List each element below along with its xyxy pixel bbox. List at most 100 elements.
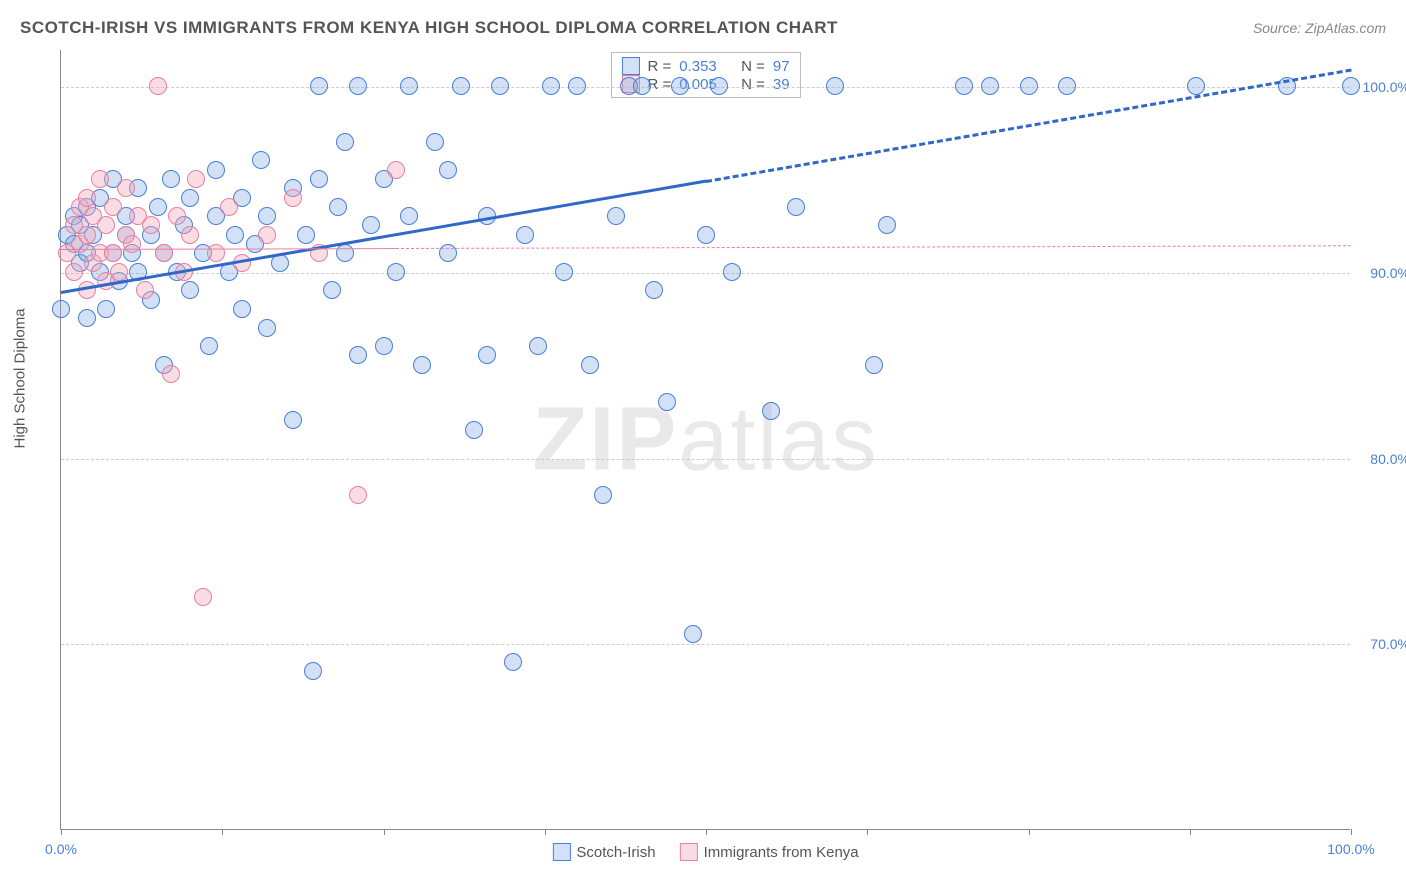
scatter-point <box>110 263 128 281</box>
scatter-point <box>349 346 367 364</box>
scatter-point <box>826 77 844 95</box>
scatter-point <box>284 189 302 207</box>
scatter-point <box>439 161 457 179</box>
scatter-point <box>452 77 470 95</box>
scatter-point <box>65 263 83 281</box>
scatter-point <box>149 77 167 95</box>
scatter-point <box>149 198 167 216</box>
scatter-point <box>465 421 483 439</box>
scatter-point <box>104 198 122 216</box>
x-tick-label: 100.0% <box>1327 841 1374 857</box>
scatter-point <box>252 151 270 169</box>
scatter-point <box>123 235 141 253</box>
scatter-point <box>284 411 302 429</box>
scatter-point <box>207 244 225 262</box>
scatter-point <box>220 198 238 216</box>
stats-r-value-1: 0.353 <box>679 58 717 75</box>
legend-label-1: Scotch-Irish <box>576 844 655 861</box>
scatter-point <box>136 281 154 299</box>
y-tick-label: 100.0% <box>1355 79 1406 95</box>
scatter-point <box>200 337 218 355</box>
scatter-point <box>723 263 741 281</box>
scatter-point <box>400 77 418 95</box>
watermark-light: atlas <box>678 389 878 489</box>
y-axis-label: High School Diploma <box>12 308 29 448</box>
gridline <box>61 459 1350 460</box>
scatter-point <box>865 356 883 374</box>
x-tick <box>1190 829 1191 835</box>
x-tick <box>867 829 868 835</box>
scatter-point <box>78 309 96 327</box>
scatter-point <box>297 226 315 244</box>
scatter-point <box>516 226 534 244</box>
swatch-series1 <box>621 57 639 75</box>
scatter-point <box>97 300 115 318</box>
scatter-point <box>258 226 276 244</box>
scatter-point <box>684 625 702 643</box>
x-tick-label: 0.0% <box>45 841 77 857</box>
x-tick <box>1351 829 1352 835</box>
x-tick <box>706 829 707 835</box>
scatter-point <box>658 393 676 411</box>
scatter-point <box>97 216 115 234</box>
scatter-point <box>258 319 276 337</box>
scatter-point <box>491 77 509 95</box>
y-tick-label: 90.0% <box>1355 265 1406 281</box>
scatter-point <box>187 170 205 188</box>
watermark-bold: ZIP <box>532 389 678 489</box>
legend-item-series1: Scotch-Irish <box>552 843 655 861</box>
scatter-point <box>787 198 805 216</box>
scatter-point <box>710 77 728 95</box>
scatter-point <box>162 170 180 188</box>
legend-label-2: Immigrants from Kenya <box>704 844 859 861</box>
scatter-point <box>181 226 199 244</box>
scatter-point <box>504 653 522 671</box>
scatter-point <box>555 263 573 281</box>
scatter-point <box>104 244 122 262</box>
scatter-point <box>413 356 431 374</box>
source-label: Source: <box>1253 20 1301 36</box>
scatter-point <box>349 486 367 504</box>
scatter-point <box>329 198 347 216</box>
scatter-point <box>633 77 651 95</box>
scatter-point <box>542 77 560 95</box>
scatter-point <box>400 207 418 225</box>
scatter-point <box>1020 77 1038 95</box>
scatter-point <box>762 402 780 420</box>
scatter-point <box>336 133 354 151</box>
gridline <box>61 644 1350 645</box>
chart-title: SCOTCH-IRISH VS IMMIGRANTS FROM KENYA HI… <box>20 18 838 38</box>
scatter-point <box>336 244 354 262</box>
scatter-point <box>387 161 405 179</box>
source-attribution: Source: ZipAtlas.com <box>1253 20 1386 36</box>
scatter-point <box>362 216 380 234</box>
scatter-point <box>310 77 328 95</box>
scatter-point <box>878 216 896 234</box>
stats-r-label: R = <box>647 76 671 93</box>
scatter-point <box>697 226 715 244</box>
scatter-point <box>323 281 341 299</box>
legend: Scotch-Irish Immigrants from Kenya <box>552 843 858 861</box>
x-tick <box>1029 829 1030 835</box>
scatter-point <box>226 226 244 244</box>
legend-item-series2: Immigrants from Kenya <box>680 843 859 861</box>
stats-n-label: N = <box>741 76 765 93</box>
scatter-point <box>91 170 109 188</box>
scatter-point <box>78 189 96 207</box>
scatter-point <box>52 300 70 318</box>
scatter-point <box>207 161 225 179</box>
scatter-point <box>117 179 135 197</box>
x-tick <box>545 829 546 835</box>
scatter-point <box>304 662 322 680</box>
scatter-point <box>568 77 586 95</box>
y-tick-label: 70.0% <box>1355 636 1406 652</box>
stats-n-label: N = <box>741 58 765 75</box>
scatter-point <box>1342 77 1360 95</box>
gridline <box>61 87 1350 88</box>
x-tick <box>222 829 223 835</box>
scatter-point <box>671 77 689 95</box>
stats-r-label: R = <box>647 58 671 75</box>
scatter-point <box>594 486 612 504</box>
watermark: ZIPatlas <box>532 388 878 491</box>
scatter-point <box>529 337 547 355</box>
